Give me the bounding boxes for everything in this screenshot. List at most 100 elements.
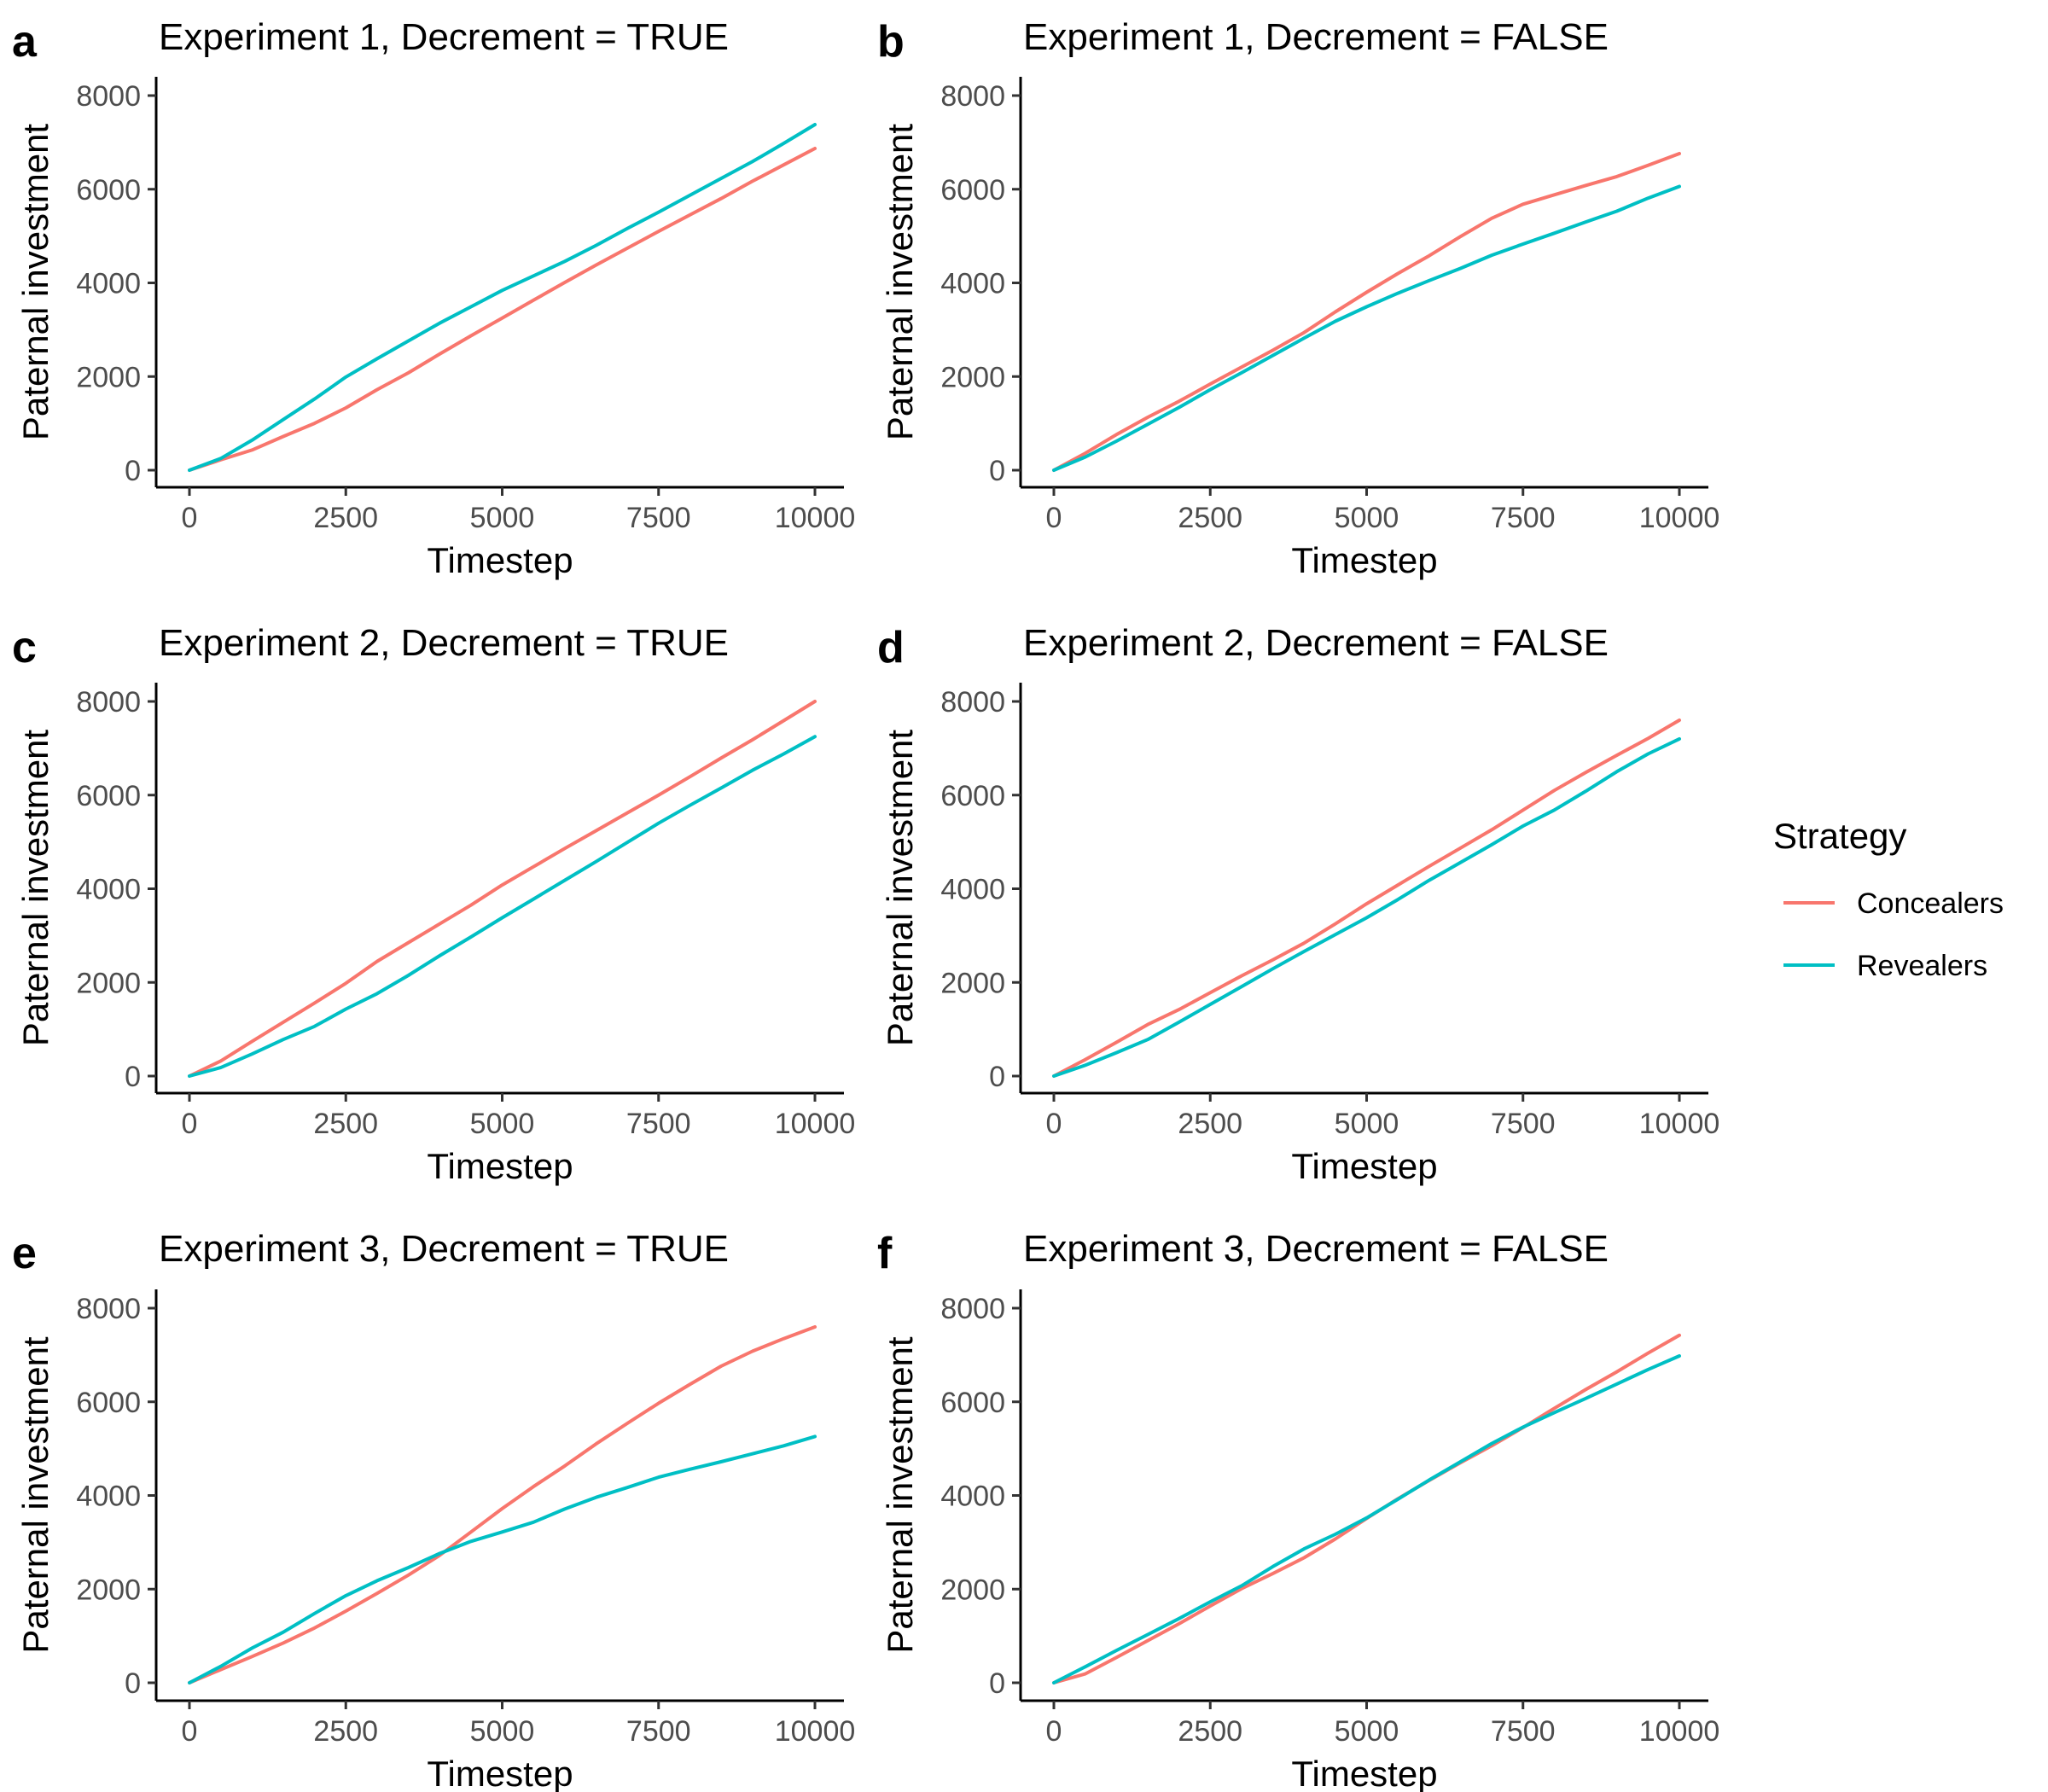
x-tick-label: 7500 bbox=[626, 1715, 691, 1748]
x-tick-label: 10000 bbox=[775, 1715, 856, 1748]
panel-d: d Experiment 2, Decrement = FALSE 0 2000 400… bbox=[877, 622, 1719, 1186]
x-tick-label: 0 bbox=[182, 502, 198, 534]
x-tick-label: 2500 bbox=[1178, 502, 1242, 534]
y-tick-label: 0 bbox=[989, 1667, 1005, 1700]
x-tick-label: 10000 bbox=[775, 502, 856, 534]
x-axis-title: Timestep bbox=[427, 1146, 573, 1186]
x-tick-label: 5000 bbox=[1335, 1715, 1399, 1748]
panel-letter: e bbox=[12, 1229, 37, 1278]
series-line-revealers bbox=[188, 123, 817, 472]
x-tick-label: 5000 bbox=[1335, 1108, 1399, 1140]
x-tick-label: 0 bbox=[1046, 502, 1062, 534]
y-axis-title: Paternal investment bbox=[15, 730, 55, 1047]
panel-title: Experiment 3, Decrement = TRUE bbox=[159, 1228, 729, 1270]
series-line-concealers bbox=[188, 1325, 817, 1684]
legend: Strategy Concealers Revealers bbox=[1773, 816, 2004, 982]
y-tick-label: 6000 bbox=[940, 1387, 1005, 1419]
series-line-concealers bbox=[1052, 1333, 1681, 1684]
y-tick-label: 8000 bbox=[940, 686, 1005, 719]
y-tick-label: 4000 bbox=[940, 1481, 1005, 1513]
y-tick-label: 2000 bbox=[76, 361, 141, 393]
y-axis-title: Paternal investment bbox=[15, 124, 55, 441]
x-axis-title: Timestep bbox=[427, 540, 573, 580]
x-axis-title: Timestep bbox=[1291, 1754, 1437, 1792]
x-tick-label: 2500 bbox=[313, 1715, 378, 1748]
panel-letter: a bbox=[12, 17, 38, 67]
panels: a Experiment 1, Decrement = TRUE 0 2000 4000… bbox=[12, 16, 1719, 1792]
y-tick-label: 4000 bbox=[76, 1481, 141, 1513]
y-axis-title: Paternal investment bbox=[880, 730, 920, 1047]
x-tick-label: 10000 bbox=[1639, 1715, 1720, 1748]
y-tick-label: 2000 bbox=[76, 1574, 141, 1606]
panel-e: e Experiment 3, Decrement = TRUE 0 2000 4000… bbox=[12, 1228, 855, 1792]
y-tick-label: 0 bbox=[125, 455, 141, 487]
y-tick-label: 6000 bbox=[76, 780, 141, 812]
y-tick-label: 4000 bbox=[940, 268, 1005, 300]
y-tick-label: 8000 bbox=[76, 686, 141, 719]
panel-b: b Experiment 1, Decrement = FALSE 0 2000 400… bbox=[877, 16, 1719, 580]
series-line-concealers bbox=[1052, 152, 1681, 472]
series-line-revealers bbox=[1052, 184, 1681, 472]
panel-title: Experiment 2, Decrement = TRUE bbox=[159, 622, 729, 664]
x-axis-title: Timestep bbox=[427, 1754, 573, 1792]
x-tick-label: 5000 bbox=[470, 502, 535, 534]
y-tick-label: 8000 bbox=[76, 1293, 141, 1325]
x-tick-label: 7500 bbox=[1491, 1715, 1556, 1748]
x-tick-label: 0 bbox=[1046, 1108, 1062, 1140]
y-axis-title: Paternal investment bbox=[15, 1336, 55, 1654]
panel-title: Experiment 1, Decrement = TRUE bbox=[159, 16, 729, 58]
x-tick-label: 5000 bbox=[470, 1108, 535, 1140]
x-tick-label: 10000 bbox=[1639, 1108, 1720, 1140]
y-axis-title: Paternal investment bbox=[880, 1336, 920, 1654]
y-tick-label: 0 bbox=[125, 1667, 141, 1700]
panel-letter: f bbox=[877, 1229, 893, 1278]
y-tick-label: 8000 bbox=[940, 80, 1005, 113]
series-line-revealers bbox=[1052, 1354, 1681, 1684]
y-tick-label: 4000 bbox=[76, 874, 141, 906]
panel-a: a Experiment 1, Decrement = TRUE 0 2000 4000… bbox=[12, 16, 855, 580]
series-line-revealers bbox=[1052, 736, 1681, 1078]
y-tick-label: 0 bbox=[989, 1061, 1005, 1093]
y-tick-label: 8000 bbox=[940, 1293, 1005, 1325]
y-axis-title: Paternal investment bbox=[880, 124, 920, 441]
y-tick-label: 2000 bbox=[940, 1574, 1005, 1606]
panel-c: c Experiment 2, Decrement = TRUE 0 2000 4000… bbox=[12, 622, 855, 1186]
series-line-revealers bbox=[188, 735, 817, 1078]
y-tick-label: 0 bbox=[989, 455, 1005, 487]
x-tick-label: 2500 bbox=[313, 502, 378, 534]
panel-letter: c bbox=[12, 623, 37, 672]
x-tick-label: 7500 bbox=[626, 502, 691, 534]
series-line-concealers bbox=[188, 147, 817, 472]
legend-title: Strategy bbox=[1773, 816, 1906, 856]
y-tick-label: 4000 bbox=[940, 874, 1005, 906]
series-line-concealers bbox=[1052, 719, 1681, 1078]
x-tick-label: 5000 bbox=[1335, 502, 1399, 534]
y-tick-label: 4000 bbox=[76, 268, 141, 300]
series-line-revealers bbox=[188, 1434, 817, 1684]
panel-letter: b bbox=[877, 17, 905, 67]
y-tick-label: 2000 bbox=[940, 967, 1005, 999]
x-tick-label: 0 bbox=[182, 1108, 198, 1140]
y-tick-label: 6000 bbox=[76, 1387, 141, 1419]
x-tick-label: 2500 bbox=[1178, 1108, 1242, 1140]
panel-f: f Experiment 3, Decrement = FALSE 0 2000 400… bbox=[877, 1228, 1719, 1792]
panel-title: Experiment 3, Decrement = FALSE bbox=[1023, 1228, 1609, 1270]
x-tick-label: 10000 bbox=[775, 1108, 856, 1140]
x-axis-title: Timestep bbox=[1291, 1146, 1437, 1186]
panel-title: Experiment 2, Decrement = FALSE bbox=[1023, 622, 1609, 664]
y-tick-label: 2000 bbox=[76, 967, 141, 999]
y-tick-label: 2000 bbox=[940, 361, 1005, 393]
x-tick-label: 0 bbox=[182, 1715, 198, 1748]
x-tick-label: 7500 bbox=[626, 1108, 691, 1140]
y-tick-label: 6000 bbox=[76, 174, 141, 207]
x-tick-label: 5000 bbox=[470, 1715, 535, 1748]
legend-label-concealers: Concealers bbox=[1857, 887, 2004, 920]
panel-title: Experiment 1, Decrement = FALSE bbox=[1023, 16, 1609, 58]
series-line-concealers bbox=[188, 700, 817, 1078]
y-tick-label: 6000 bbox=[940, 174, 1005, 207]
x-tick-label: 10000 bbox=[1639, 502, 1720, 534]
x-axis-title: Timestep bbox=[1291, 540, 1437, 580]
x-tick-label: 2500 bbox=[313, 1108, 378, 1140]
y-tick-label: 8000 bbox=[76, 80, 141, 113]
